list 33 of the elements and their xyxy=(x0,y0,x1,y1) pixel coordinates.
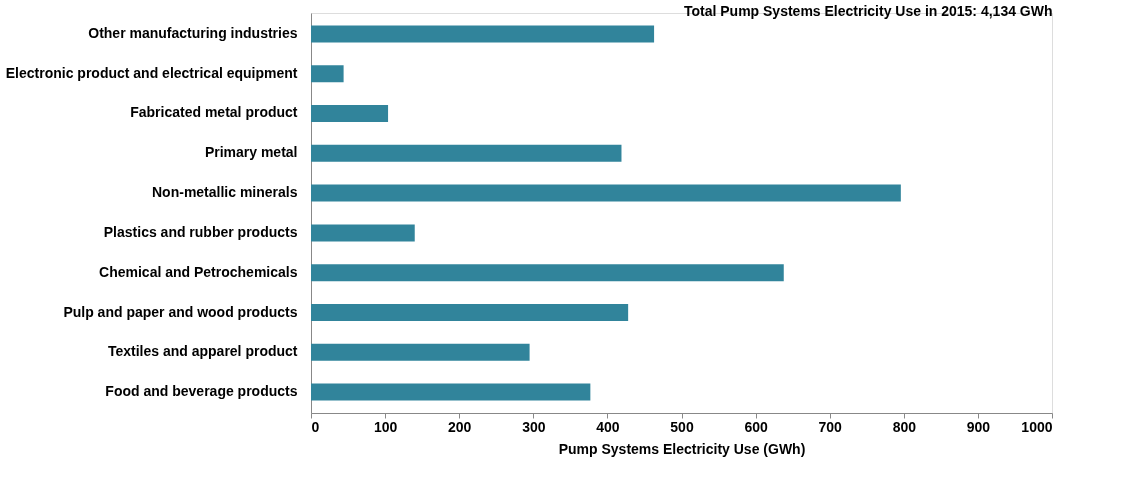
x-tick-label: 900 xyxy=(966,418,991,435)
chart-title: Total Pump Systems Electricity Use in 2015: 4,134 GWh xyxy=(683,3,1053,19)
bar xyxy=(311,184,901,202)
bar xyxy=(311,383,591,401)
bar xyxy=(311,264,784,282)
x-tick-label: 100 xyxy=(373,418,398,435)
bar xyxy=(311,144,622,162)
x-tick-label: 600 xyxy=(744,418,768,435)
y-tick-label: Pulp and paper and wood products xyxy=(63,303,298,320)
y-tick-label: Other manufacturing industries xyxy=(88,24,298,41)
y-tick-label: Textiles and apparel product xyxy=(107,343,298,360)
x-tick-label: 800 xyxy=(892,418,917,435)
y-tick-label: Food and beverage products xyxy=(105,383,298,400)
bar xyxy=(311,343,530,361)
y-tick-label: Non-metallic minerals xyxy=(152,184,298,201)
bar xyxy=(311,224,415,242)
y-tick-label: Electronic product and electrical equipment xyxy=(5,64,298,81)
y-tick-label: Fabricated metal product xyxy=(130,104,298,121)
x-tick-label: 200 xyxy=(448,418,472,435)
x-tick-label: 300 xyxy=(522,418,546,435)
x-tick-label: 700 xyxy=(818,418,843,435)
x-tick-label: 500 xyxy=(670,418,694,435)
x-axis-title: Pump Systems Electricity Use (GWh) xyxy=(558,440,806,457)
bar xyxy=(311,105,389,122)
y-tick-label: Primary metal xyxy=(204,144,298,161)
x-tick-label: 0 xyxy=(311,418,320,435)
bar xyxy=(311,65,344,83)
bar xyxy=(311,25,655,43)
x-tick-label: 400 xyxy=(596,418,620,435)
bar xyxy=(311,304,629,321)
y-tick-label: Plastics and rubber products xyxy=(103,223,298,240)
x-tick-label: 1000 xyxy=(1021,418,1053,435)
y-tick-label: Chemical and Petrochemicals xyxy=(99,263,298,280)
